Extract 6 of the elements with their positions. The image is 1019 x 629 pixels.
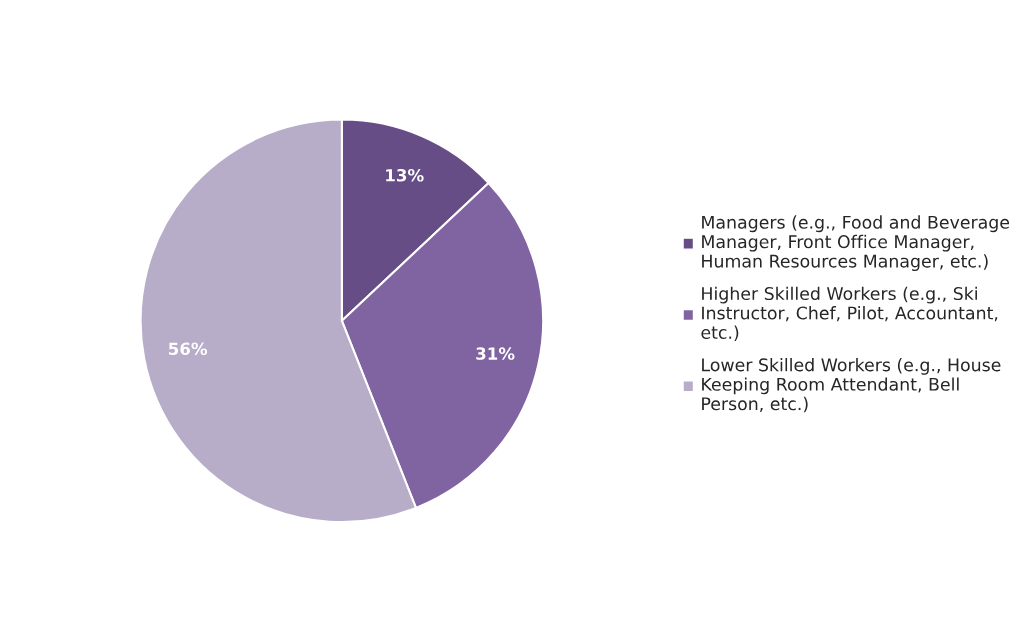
data-label: 56% — [169, 342, 208, 356]
legend-label: Lower Skilled Workers (e.g., House Keeping Room Attendant, Bell Person, etc.) — [702, 357, 1001, 413]
legend-label: Managers (e.g., Food and Beverage Manager, Front Office Manager, Human Resources Manager, etc.) — [702, 215, 1010, 272]
legend-label: Higher Skilled Workers (e.g., Ski Instructor, Chef, Pilot, Accountant, etc.) — [701, 286, 998, 342]
data-label: 13% — [386, 168, 424, 182]
data-label: 31% — [476, 347, 515, 360]
